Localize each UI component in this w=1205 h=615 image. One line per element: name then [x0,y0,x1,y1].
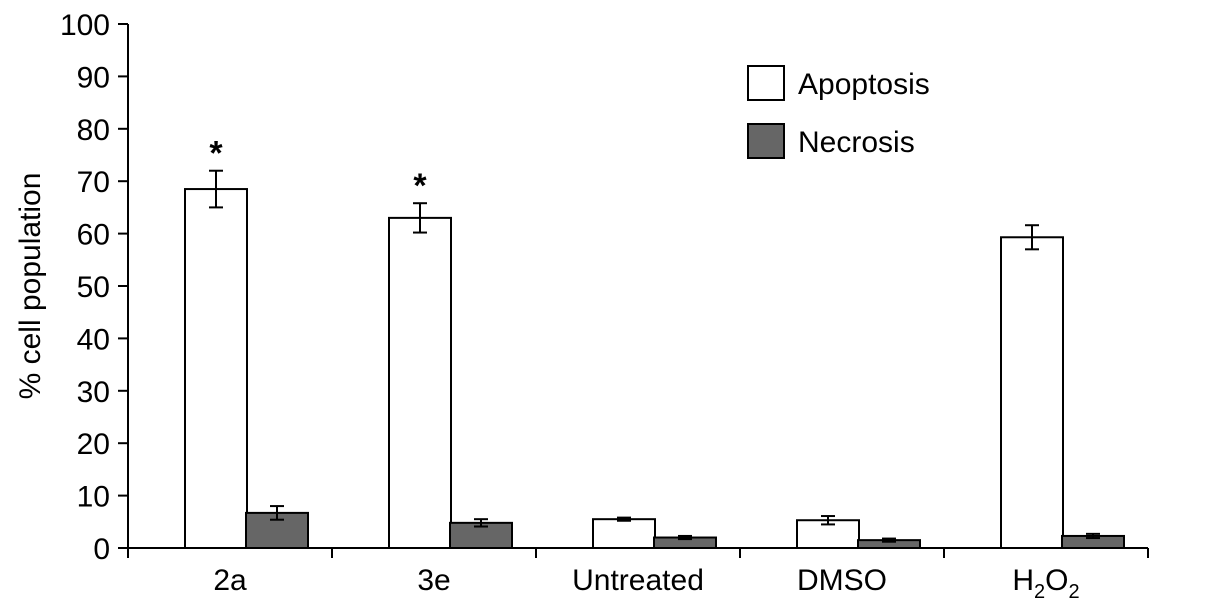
y-tick-label: 0 [93,533,110,566]
legend: Apoptosis Necrosis [747,65,930,159]
legend-label-necrosis: Necrosis [798,126,915,159]
y-tick-label: 30 [77,376,110,409]
legend-label-apoptosis: Apoptosis [798,68,930,101]
bars: ** [184,135,1125,550]
bar-apoptosis-4 [1000,236,1064,549]
legend-swatch-apoptosis [747,65,785,101]
x-tick-label: 2a [213,564,247,597]
x-tick-label: Untreated [572,564,704,597]
y-tick-label: 60 [77,219,110,252]
bar-apoptosis-2 [592,518,656,549]
axes: 0 10 20 30 40 50 60 70 80 90 100 2a 3e Untreated DMSO H… [60,9,1149,603]
x-tick-label: 3e [417,564,450,597]
x-tick-label: DMSO [797,564,887,597]
y-tick-label: 40 [77,323,110,356]
y-tick-label: 50 [77,271,110,304]
x-tick-label: H2O2 [1012,564,1079,603]
y-tick-label: 80 [77,114,110,147]
significance-star: * [209,135,223,173]
y-axis-title: % cell population [14,173,47,400]
bar-apoptosis-1 [388,216,452,549]
legend-swatch-necrosis [747,123,785,159]
significance-star: * [413,167,427,205]
bar-apoptosis-0 [184,188,248,549]
y-tick-label: 100 [60,9,110,42]
y-tick-label: 90 [77,61,110,94]
y-tick-label: 70 [77,166,110,199]
y-tick-label: 10 [77,481,110,514]
y-tick-label: 20 [77,428,110,461]
